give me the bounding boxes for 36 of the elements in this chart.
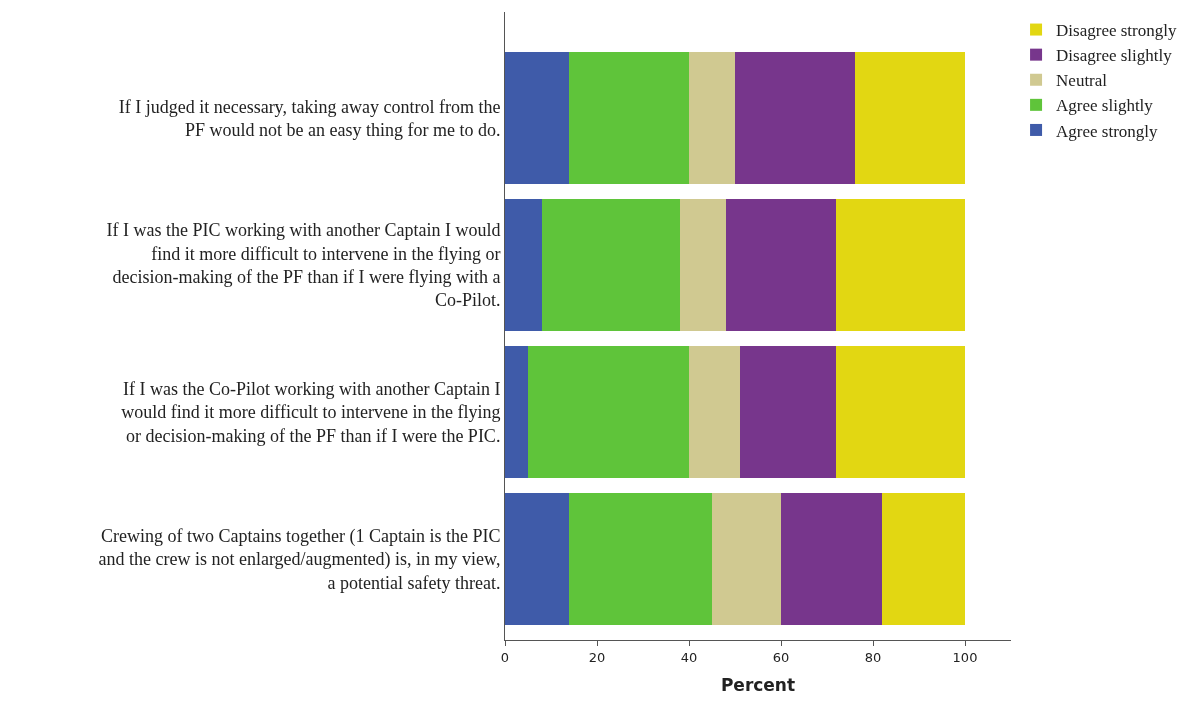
legend-label: Disagree slightly [1056,46,1173,66]
legend-label: Agree strongly [1056,121,1159,141]
legend-label: Neutral [1056,71,1108,91]
bar [679,198,726,332]
x-tick-label: 40 [680,649,698,665]
bar [854,51,965,185]
y-tick-label: If I was the Co-Pilot working with another Captain I would find it more difficult to intervene in the flying or decision-making of the PF than if I were the PIC. [121,378,501,446]
x-tick-label: 100 [952,649,978,665]
legend-label: Disagree strongly [1056,21,1177,41]
bar [735,51,855,185]
x-tick-label: 60 [772,649,790,665]
bar [712,492,781,626]
bar [541,198,680,332]
bar [689,345,740,479]
bar [836,345,965,479]
bar [528,345,689,479]
bar [505,492,570,626]
x-axis-title: Percent [720,675,796,695]
bar [882,492,965,626]
bar [505,345,528,479]
bar [505,198,542,332]
y-tick-label: If I was the PIC working with another Captain I would find it more difficult to intervene in the flying or decision-making of the PF than if I were flying with a Co-Pilot. [106,220,501,311]
y-tick-label: If I judged it necessary, taking away control from the PF would not be an easy thing for me to do. [118,96,501,140]
bar [569,51,689,185]
x-tick-label: 0 [500,649,510,665]
bar [725,198,837,332]
x-tick-label: 80 [864,649,882,665]
x-tick-label: 20 [588,649,606,665]
legend-label: Agree slightly [1056,96,1154,116]
y-tick-label: Crewing of two Captains together (1 Captain is the PIC and the crew is not enlarged/augmented) is, in my view, a potential safety threat. [98,526,501,593]
bar [739,345,837,479]
bar [836,198,965,332]
bar [505,51,570,185]
bar [689,51,735,185]
bar [781,492,883,626]
bar [569,492,712,626]
